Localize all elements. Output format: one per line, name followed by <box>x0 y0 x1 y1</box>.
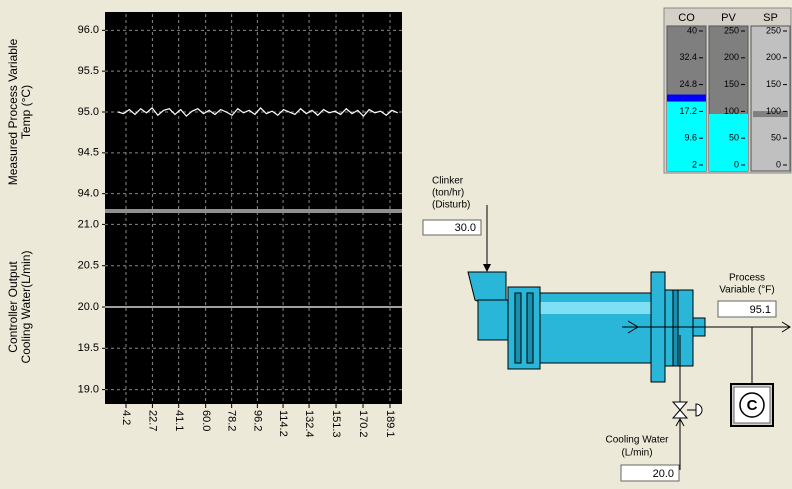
y-tick-label: 94.0 <box>78 188 99 200</box>
pv-value: 95.1 <box>750 304 771 316</box>
arrow-head <box>781 321 791 333</box>
gauge-tick-label: 2 <box>692 159 697 169</box>
gauge-background <box>750 25 791 172</box>
disturbance-label: Clinker <box>432 176 464 187</box>
chart-divider <box>105 209 402 213</box>
y-tick-label: 19.5 <box>78 342 99 354</box>
kiln-head <box>664 289 694 367</box>
cw-label: Cooling Water <box>606 435 670 446</box>
y-tick-label: 95.0 <box>78 106 99 118</box>
x-tick-label: 170.2 <box>357 410 369 438</box>
gauge-tick-label: 200 <box>724 52 739 62</box>
arrow-head <box>675 417 685 427</box>
y-axis-label: Measured Process Variable <box>6 38 20 185</box>
y-tick-label: 20.5 <box>78 260 99 272</box>
gauge-tick-label: 0 <box>734 159 739 169</box>
disturbance-label: (ton/hr) <box>432 188 464 199</box>
gauge-fill <box>709 114 748 171</box>
arrow-head <box>627 320 639 334</box>
valve <box>671 401 689 411</box>
y-tick-label: 21.0 <box>78 218 99 230</box>
kiln-end <box>507 286 541 370</box>
y-tick-label: 95.5 <box>78 65 99 77</box>
gauge-tick-label: 250 <box>724 25 739 35</box>
gauge-title: CO <box>678 12 695 24</box>
x-tick-label: 60.0 <box>200 410 212 431</box>
gauge-tick-label: 50 <box>771 133 781 143</box>
y-tick-label: 20.0 <box>78 301 99 313</box>
y-tick-label: 19.0 <box>78 384 99 396</box>
controller-symbol <box>739 392 765 418</box>
x-tick-label: 132.4 <box>303 410 315 438</box>
chute <box>477 299 509 341</box>
x-tick-label: 189.1 <box>384 410 396 438</box>
y-axis-label: Controller Output <box>6 261 20 353</box>
gauge-title: PV <box>721 12 736 24</box>
x-tick-label: 41.1 <box>173 410 185 431</box>
disturbance-label: (Disturb) <box>432 200 470 211</box>
gauge-tick-label: 9.6 <box>684 133 697 143</box>
process-diagram <box>422 205 791 482</box>
y-tick-label: 94.5 <box>78 147 99 159</box>
y-axis-label: Cooling Water(L/min) <box>19 251 33 364</box>
actuator <box>695 403 703 417</box>
cw-box[interactable] <box>620 464 680 482</box>
x-tick-label: 4.2 <box>120 410 132 425</box>
flange <box>526 292 534 364</box>
gauge-tick-label: 0 <box>776 159 781 169</box>
pv-label: Variable (°F) <box>719 285 775 296</box>
gauge-tick-label: 100 <box>724 106 739 116</box>
gauge-tick-label: 150 <box>766 79 781 89</box>
gauge-tick-label: 24.8 <box>679 79 697 89</box>
pv-label: Process <box>729 273 765 284</box>
pv-box <box>717 300 777 318</box>
x-tick-label: 78.2 <box>226 410 238 431</box>
gauge-tick-label: 40 <box>687 25 697 35</box>
controller-label: C <box>747 397 758 414</box>
arrow-head <box>483 264 491 272</box>
x-tick-label: 96.2 <box>251 410 263 431</box>
gauge-fill <box>667 101 706 171</box>
gauge-marker <box>753 111 788 118</box>
cw-value: 20.0 <box>653 468 674 480</box>
y-tick-label: 96.0 <box>78 24 99 36</box>
gauge-tick-label: 150 <box>724 79 739 89</box>
cw-label: (L/min) <box>621 448 652 459</box>
x-tick-label: 114.2 <box>277 410 289 437</box>
disturbance-box[interactable] <box>422 219 482 236</box>
gauge-title: SP <box>763 12 778 24</box>
x-tick-label: 22.7 <box>146 410 158 431</box>
gauge-tick-label: 17.2 <box>679 106 697 116</box>
gauge-tick-label: 250 <box>766 25 781 35</box>
flange <box>514 292 522 364</box>
series-line <box>117 107 398 117</box>
gauge-marker <box>667 94 706 102</box>
disturbance-value: 30.0 <box>455 222 476 234</box>
y-axis-label: Temp (°C) <box>19 85 33 139</box>
x-tick-label: 151.3 <box>330 410 342 438</box>
trend-panel <box>105 12 402 404</box>
flange <box>672 289 679 367</box>
gauge-tick-label: 32.4 <box>679 52 697 62</box>
gauge-tick-label: 200 <box>766 52 781 62</box>
gauge-tick-label: 100 <box>766 106 781 116</box>
gauge-tick-label: 50 <box>729 133 739 143</box>
kiln-highlight <box>540 302 652 314</box>
